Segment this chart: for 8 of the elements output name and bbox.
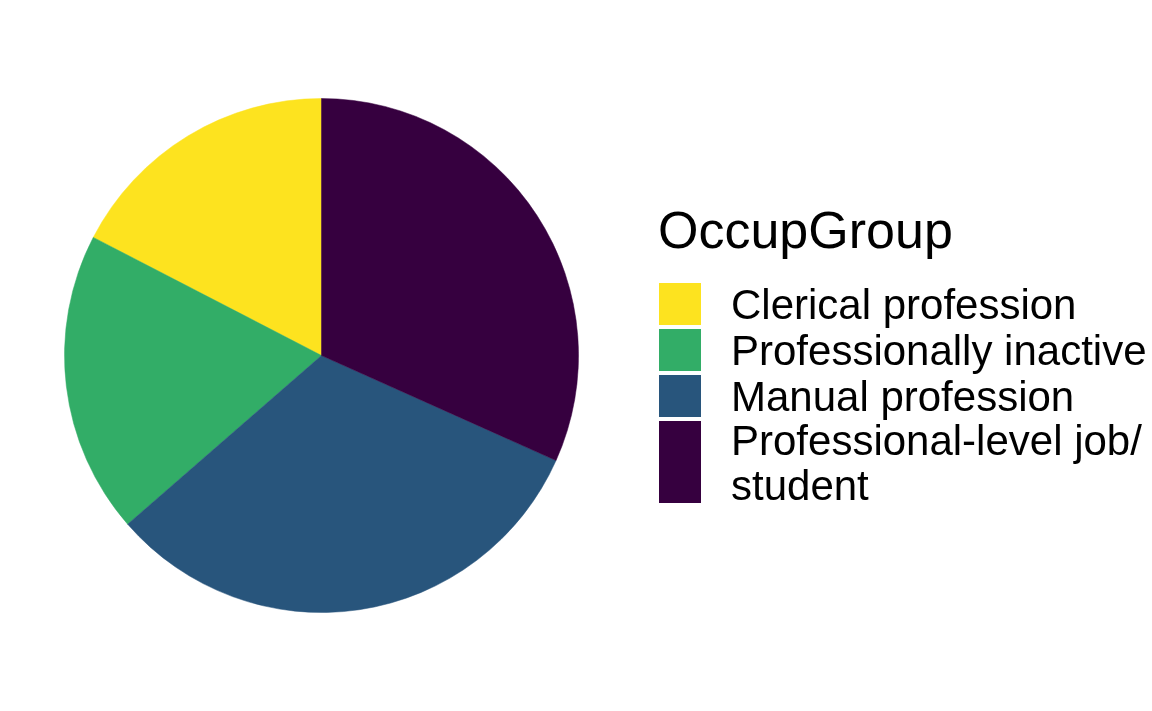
pie-slice [64, 237, 322, 525]
legend-title: OccupGroup [658, 201, 953, 259]
pie-slice [93, 98, 322, 356]
legend-label: Professionally inactive [731, 327, 1147, 374]
pie-slice [127, 355, 557, 613]
legend-label: Clerical profession [731, 281, 1077, 328]
pie-slice [321, 98, 579, 461]
legend-label: Manual profession [731, 373, 1075, 420]
